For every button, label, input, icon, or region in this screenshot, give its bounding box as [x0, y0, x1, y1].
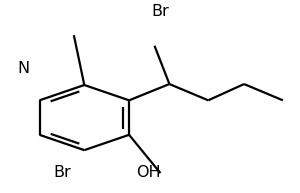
Text: OH: OH: [136, 165, 161, 180]
Text: N: N: [17, 61, 29, 76]
Text: Br: Br: [53, 165, 71, 180]
Text: Br: Br: [152, 4, 169, 19]
